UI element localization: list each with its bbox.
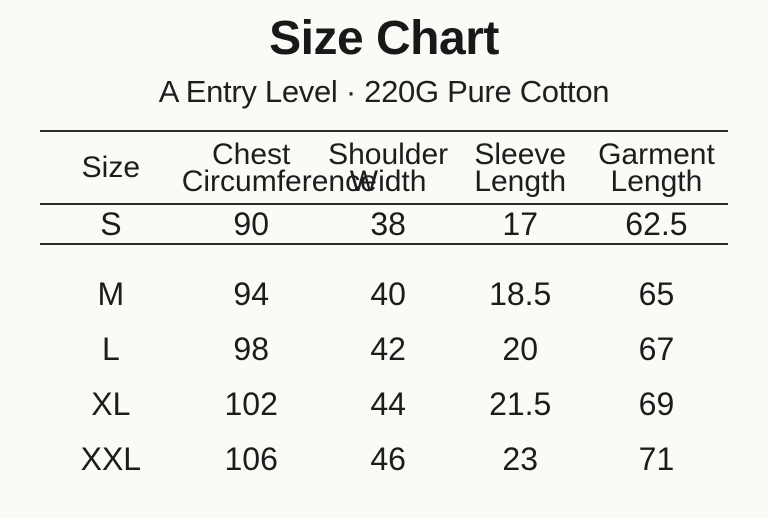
cell-size: XXL: [80, 441, 142, 477]
column-header-text: Length: [474, 164, 567, 198]
column-header-text: Chest: [212, 137, 291, 171]
spacer-row: [40, 244, 728, 267]
column-header-text: Sleeve: [474, 137, 567, 171]
cell-chest: 106: [224, 441, 278, 477]
cell-sleeve: 18.5: [489, 276, 552, 312]
column-header-shoulder-width: Shoulder Width: [321, 131, 456, 204]
column-header-text: Size: [81, 151, 141, 184]
page-title: Size Chart: [269, 12, 499, 65]
table-row-xl: XL 102 44 21.5 69: [40, 377, 728, 432]
cell-garment: 67: [638, 331, 675, 367]
cell-sleeve: 17: [502, 205, 538, 242]
column-header-text: Length: [610, 164, 703, 198]
cell-garment: 69: [638, 386, 675, 422]
column-header-chest-circumference: Chest Circumference: [181, 131, 377, 204]
cell-sleeve: 21.5: [489, 386, 552, 422]
cell-chest: 94: [233, 276, 269, 312]
cell-garment: 62.5: [625, 205, 688, 242]
cell-garment: 65: [638, 276, 675, 312]
cell-size: M: [97, 276, 125, 312]
table-header-row: Size Chest Circumference Shoulder Width Sl…: [40, 131, 728, 204]
cell-shoulder: 46: [370, 441, 406, 477]
column-header-text: Garment: [598, 137, 715, 171]
cell-chest: 102: [224, 386, 278, 422]
table-row-s: S 90 38 17 62.5: [40, 204, 728, 244]
spacer-cell: [40, 244, 728, 267]
column-header-size: Size: [40, 131, 182, 204]
cell-sleeve: 20: [502, 331, 538, 367]
column-header-text: Width: [349, 164, 427, 198]
cell-garment: 71: [638, 441, 675, 477]
column-header-sleeve-length: Sleeve Length: [456, 131, 585, 204]
cell-shoulder: 42: [370, 331, 406, 367]
size-table: Size Chest Circumference Shoulder Width Sl…: [40, 130, 728, 487]
column-header-text: Shoulder: [328, 137, 449, 171]
column-header-text: Circumference: [181, 164, 377, 198]
cell-shoulder: 44: [370, 386, 406, 422]
cell-shoulder: 40: [370, 276, 406, 312]
cell-size: S: [100, 205, 122, 242]
table-row-xxl: XXL 106 46 23 71: [40, 432, 728, 487]
cell-chest: 90: [233, 205, 269, 242]
cell-size: L: [101, 331, 120, 367]
cell-shoulder: 38: [370, 205, 406, 242]
cell-sleeve: 23: [502, 441, 538, 477]
cell-size: XL: [91, 386, 131, 422]
column-header-garment-length: Garment Length: [585, 131, 728, 204]
cell-chest: 98: [233, 331, 269, 367]
table-row-l: L 98 42 20 67: [40, 322, 728, 377]
table-row-m: M 94 40 18.5 65: [40, 267, 728, 322]
page-subtitle: A Entry Level · 220G Pure Cotton: [158, 74, 610, 109]
